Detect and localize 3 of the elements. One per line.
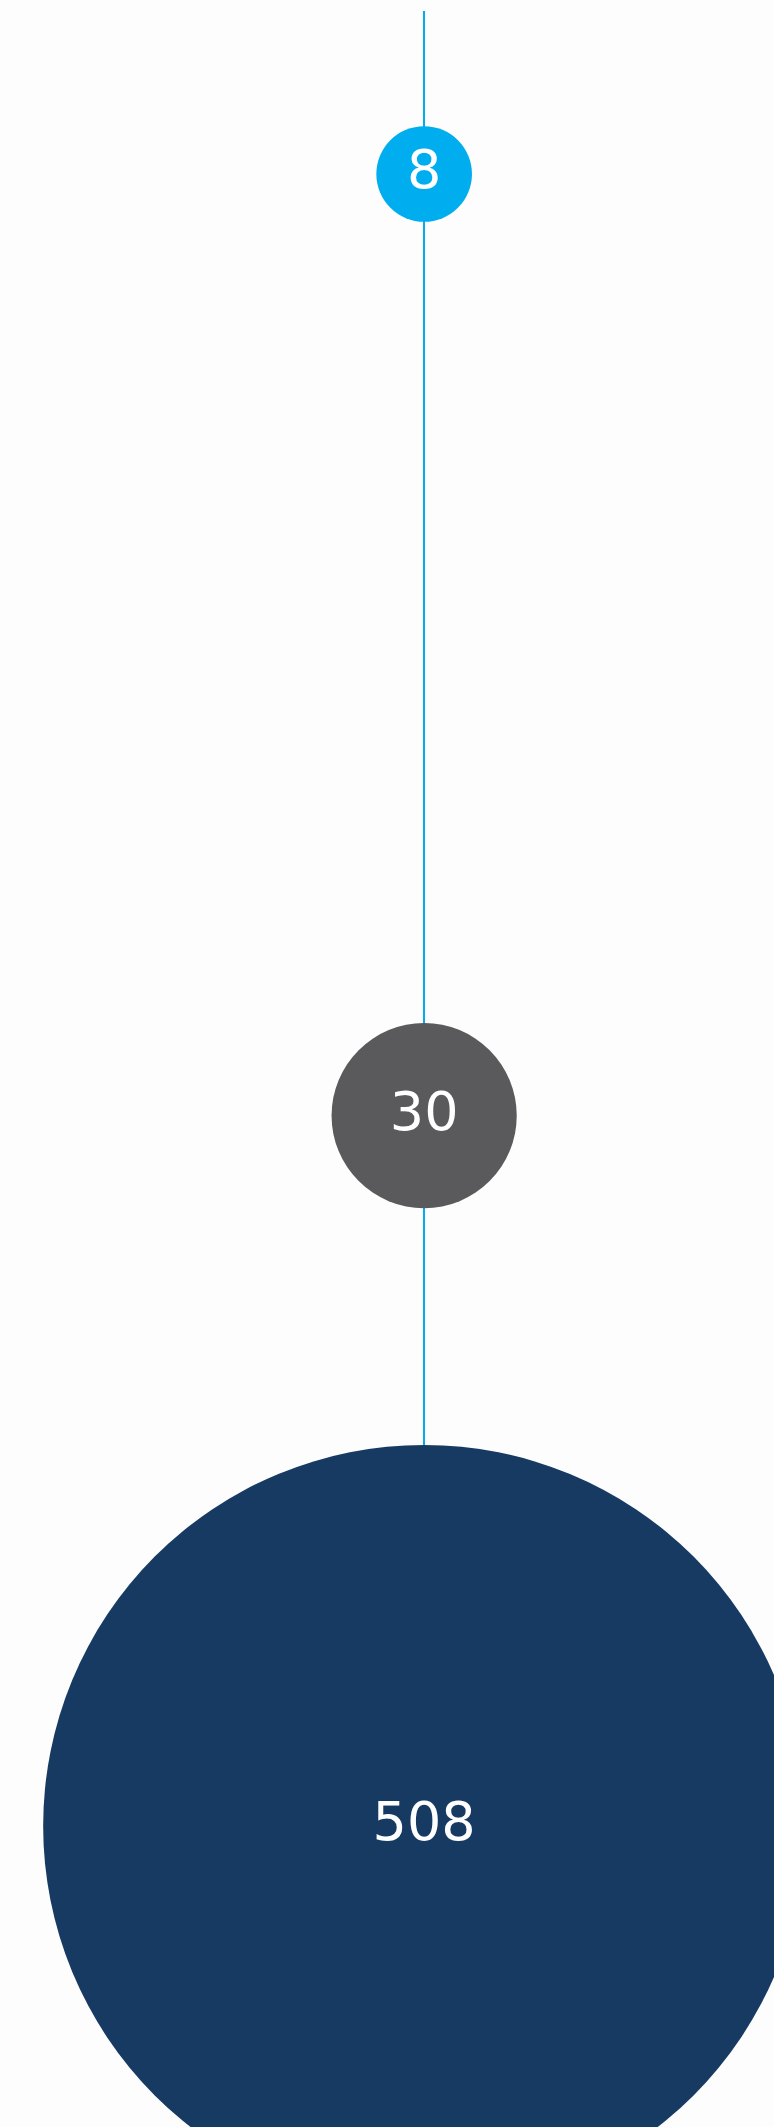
data-label: 8 bbox=[406, 137, 442, 201]
data-label: 508 bbox=[372, 1790, 476, 1854]
data-label: 30 bbox=[389, 1079, 459, 1143]
